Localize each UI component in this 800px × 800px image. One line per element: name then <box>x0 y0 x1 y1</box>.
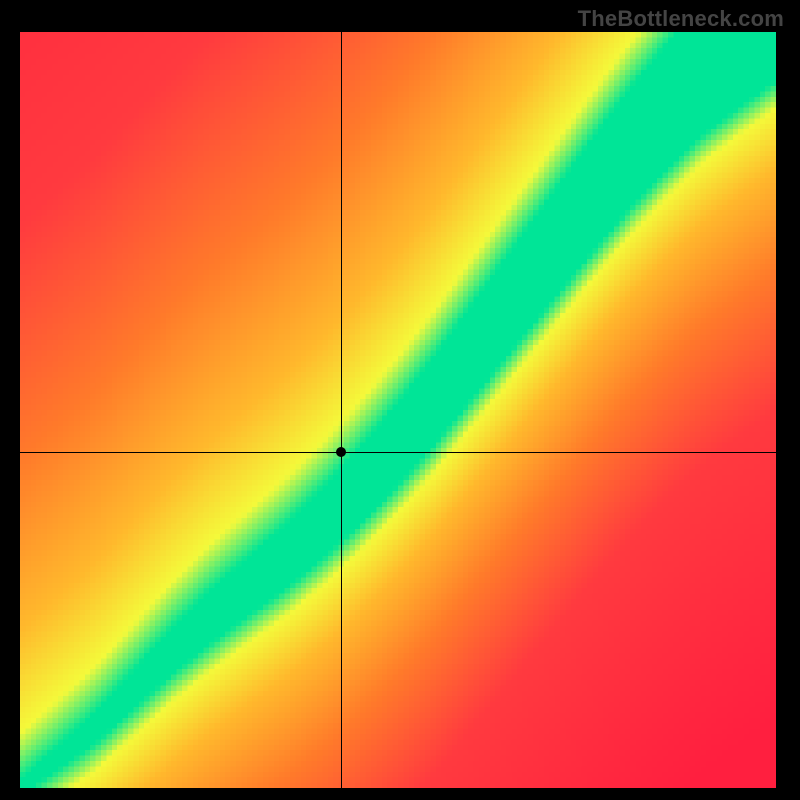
crosshair-horizontal <box>20 452 776 453</box>
crosshair-vertical <box>341 32 342 788</box>
heatmap-canvas <box>20 32 776 788</box>
watermark-text: TheBottleneck.com <box>578 6 784 32</box>
selection-marker <box>336 447 346 457</box>
heatmap-plot <box>20 32 776 788</box>
page-root: TheBottleneck.com <box>0 0 800 800</box>
